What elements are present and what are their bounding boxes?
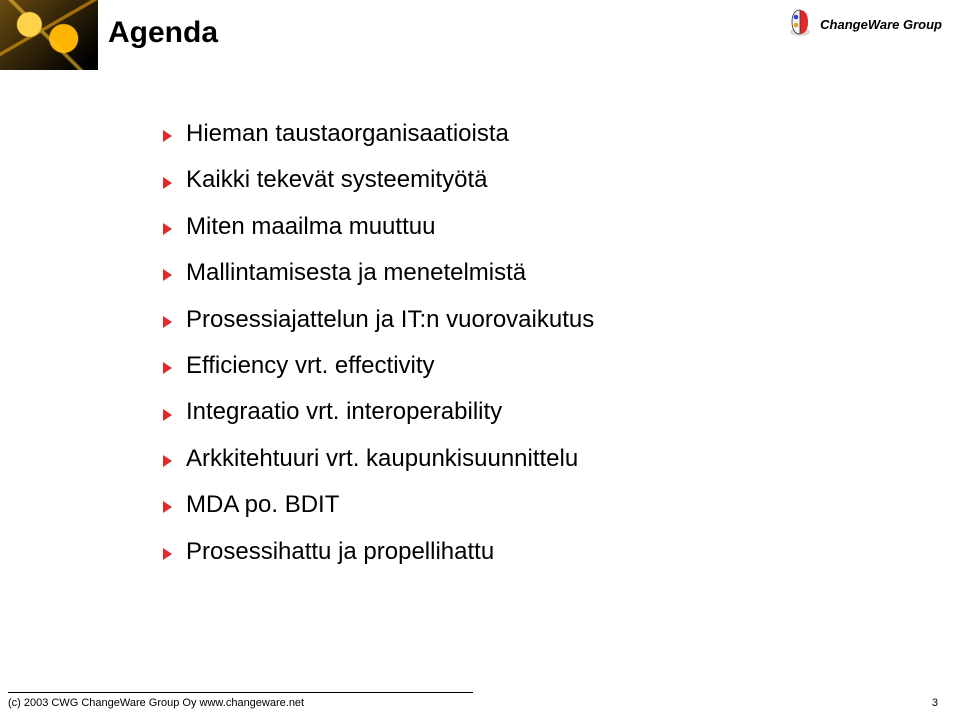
bullet-text: MDA po. BDIT xyxy=(186,489,339,521)
footer: (c) 2003 CWG ChangeWare Group Oy www.cha… xyxy=(0,692,960,709)
bullet-text: Hieman taustaorganisaatioista xyxy=(186,118,509,150)
slide-title: Agenda xyxy=(108,16,218,50)
bullet-icon xyxy=(160,128,176,144)
bullet-list: Hieman taustaorganisaatioista Kaikki tek… xyxy=(160,118,900,582)
bullet-text: Efficiency vrt. effectivity xyxy=(186,350,435,382)
brand-logo-icon xyxy=(786,6,814,43)
bullet-icon xyxy=(160,499,176,515)
list-item: Mallintamisesta ja menetelmistä xyxy=(160,257,900,289)
footer-rule xyxy=(8,692,473,693)
list-item: Hieman taustaorganisaatioista xyxy=(160,118,900,150)
list-item: MDA po. BDIT xyxy=(160,489,900,521)
corner-decoration xyxy=(0,0,98,70)
bullet-icon xyxy=(160,314,176,330)
bullet-icon xyxy=(160,453,176,469)
list-item: Miten maailma muuttuu xyxy=(160,211,900,243)
bullet-text: Kaikki tekevät systeemityötä xyxy=(186,164,487,196)
bullet-icon xyxy=(160,407,176,423)
bullet-text: Arkkitehtuuri vrt. kaupunkisuunnittelu xyxy=(186,443,578,475)
list-item: Prosessihattu ja propellihattu xyxy=(160,536,900,568)
list-item: Kaikki tekevät systeemityötä xyxy=(160,164,900,196)
bullet-text: Miten maailma muuttuu xyxy=(186,211,435,243)
list-item: Arkkitehtuuri vrt. kaupunkisuunnittelu xyxy=(160,443,900,475)
bullet-icon xyxy=(160,360,176,376)
bullet-text: Mallintamisesta ja menetelmistä xyxy=(186,257,526,289)
bullet-icon xyxy=(160,175,176,191)
bullet-text: Prosessiajattelun ja IT:n vuorovaikutus xyxy=(186,304,594,336)
footer-copyright: (c) 2003 CWG ChangeWare Group Oy www.cha… xyxy=(8,697,304,709)
list-item: Prosessiajattelun ja IT:n vuorovaikutus xyxy=(160,304,900,336)
bullet-icon xyxy=(160,267,176,283)
list-item: Efficiency vrt. effectivity xyxy=(160,350,900,382)
bullet-text: Integraatio vrt. interoperability xyxy=(186,396,502,428)
bullet-icon xyxy=(160,546,176,562)
bullet-text: Prosessihattu ja propellihattu xyxy=(186,536,494,568)
brand: ChangeWare Group xyxy=(786,6,942,43)
brand-text: ChangeWare Group xyxy=(820,17,942,32)
list-item: Integraatio vrt. interoperability xyxy=(160,396,900,428)
bullet-icon xyxy=(160,221,176,237)
footer-page-number: 3 xyxy=(932,697,938,709)
